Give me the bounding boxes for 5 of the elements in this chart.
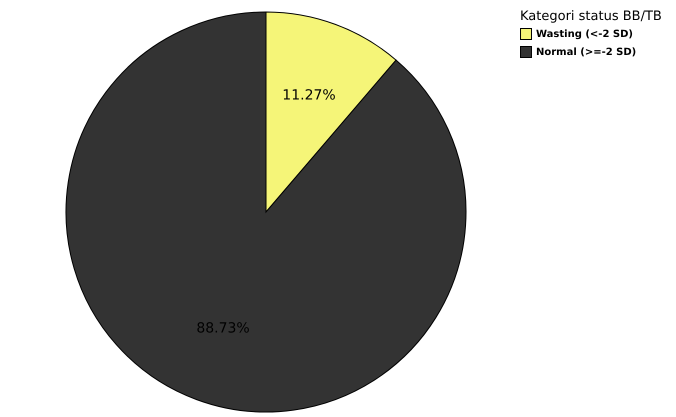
legend-label: Wasting (<-2 SD) — [536, 29, 633, 40]
data-label: 11.27% — [282, 88, 336, 104]
legend-label: Normal (>=-2 SD) — [536, 47, 636, 58]
legend-title: Kategori status BB/TB — [520, 9, 662, 24]
pie-slice — [66, 12, 466, 412]
